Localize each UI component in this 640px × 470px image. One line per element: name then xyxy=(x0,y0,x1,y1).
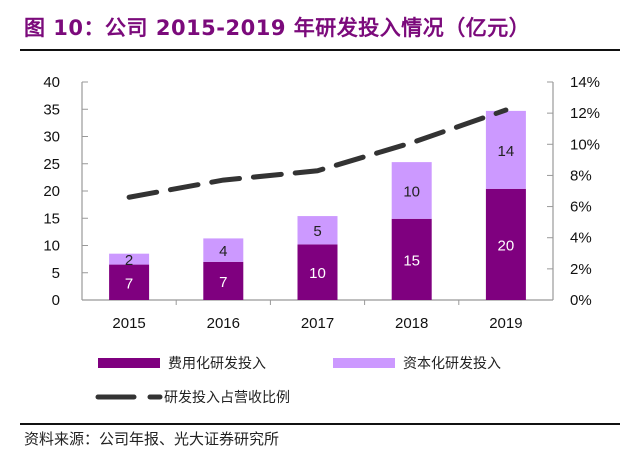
label-expensed-2016: 7 xyxy=(219,274,227,291)
bar-capitalized-2018 xyxy=(391,162,432,219)
bar-expensed-2018 xyxy=(391,218,432,300)
legend-swatch-0 xyxy=(98,358,160,368)
label-expensed-2019: 20 xyxy=(498,237,515,254)
x-tick-label: 2018 xyxy=(395,315,428,332)
label-capitalized-2019: 14 xyxy=(498,143,515,160)
x-tick-label: 2016 xyxy=(207,315,240,332)
legend-label-2: 研发投入占营收比例 xyxy=(164,390,290,406)
label-expensed-2015: 7 xyxy=(125,275,133,292)
x-tick-label: 2017 xyxy=(301,315,334,332)
bar-expensed-2017 xyxy=(297,244,338,300)
label-expensed-2018: 15 xyxy=(403,252,420,269)
y-right-tick-label: 14% xyxy=(570,74,600,91)
title-divider xyxy=(20,49,620,51)
legend-label-0: 费用化研发投入 xyxy=(168,356,266,372)
y-left-tick-label: 20 xyxy=(43,183,60,200)
y-right-tick-label: 6% xyxy=(570,199,592,216)
bar-expensed-2019 xyxy=(485,188,526,300)
ratio-line xyxy=(126,107,509,200)
label-capitalized-2018: 10 xyxy=(403,183,420,200)
bar-expensed-2016 xyxy=(203,261,244,300)
y-left-tick-label: 15 xyxy=(43,210,60,227)
bar-expensed-2015 xyxy=(109,264,150,300)
x-tick-label: 2015 xyxy=(112,315,145,332)
y-left-tick-label: 30 xyxy=(43,129,60,146)
label-capitalized-2016: 4 xyxy=(219,243,227,260)
y-right-tick-label: 4% xyxy=(570,230,592,247)
y-left-tick-label: 5 xyxy=(52,265,60,282)
y-right-tick-label: 12% xyxy=(570,105,600,122)
source-divider xyxy=(20,423,620,425)
label-capitalized-2017: 5 xyxy=(313,223,321,240)
x-tick-label: 2019 xyxy=(489,315,522,332)
bar-capitalized-2016 xyxy=(203,238,244,262)
legend-label-1: 资本化研发投入 xyxy=(403,356,501,372)
y-right-tick-label: 8% xyxy=(570,167,592,184)
source-note: 资料来源：公司年报、光大证券研究所 xyxy=(24,430,280,448)
label-capitalized-2015: 2 xyxy=(125,252,133,269)
chart-title: 图 10：公司 2015-2019 年研发投入情况（亿元） xyxy=(24,16,531,40)
bar-capitalized-2015 xyxy=(109,253,150,265)
label-expensed-2017: 10 xyxy=(309,265,326,282)
y-right-tick-label: 2% xyxy=(570,261,592,278)
legend-swatch-1 xyxy=(333,358,395,368)
y-left-tick-label: 35 xyxy=(43,101,60,118)
bar-capitalized-2019 xyxy=(485,110,526,189)
y-left-tick-label: 0 xyxy=(52,292,60,309)
y-right-tick-label: 10% xyxy=(570,136,600,153)
y-left-tick-label: 10 xyxy=(43,238,60,255)
bar-capitalized-2017 xyxy=(297,216,338,245)
y-left-tick-label: 40 xyxy=(43,74,60,91)
y-right-tick-label: 0% xyxy=(570,292,592,309)
y-left-tick-label: 25 xyxy=(43,156,60,173)
